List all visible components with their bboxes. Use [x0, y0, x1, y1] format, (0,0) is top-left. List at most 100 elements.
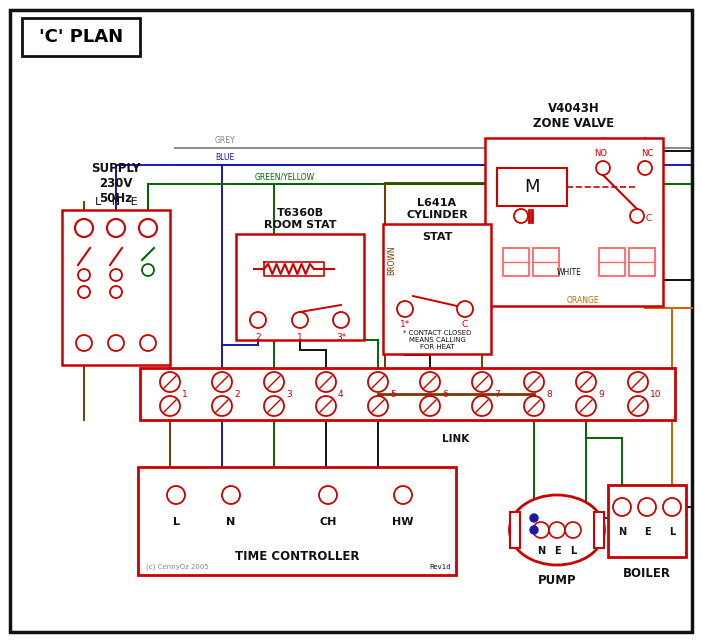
Circle shape	[333, 312, 349, 328]
Circle shape	[472, 372, 492, 392]
Text: 'C' PLAN: 'C' PLAN	[39, 28, 123, 46]
Circle shape	[167, 486, 185, 504]
Circle shape	[368, 396, 388, 416]
Text: ORANGE: ORANGE	[567, 296, 600, 305]
Text: (c) CennyOz 2005: (c) CennyOz 2005	[146, 563, 208, 570]
Bar	[485, 138, 663, 306]
Bar	[236, 234, 364, 340]
Circle shape	[316, 372, 336, 392]
Circle shape	[628, 372, 648, 392]
Circle shape	[596, 161, 610, 175]
Text: PUMP: PUMP	[538, 574, 576, 587]
Bar	[497, 168, 567, 206]
Circle shape	[457, 301, 473, 317]
Text: BROWN: BROWN	[387, 246, 396, 275]
Text: E: E	[554, 546, 560, 556]
Bar	[62, 210, 170, 365]
Circle shape	[628, 396, 648, 416]
Circle shape	[420, 372, 440, 392]
Bar	[599, 248, 625, 276]
Text: N: N	[226, 517, 236, 527]
Text: TIME CONTROLLER: TIME CONTROLLER	[234, 550, 359, 563]
Text: LINK: LINK	[442, 434, 470, 444]
Text: SUPPLY: SUPPLY	[91, 162, 140, 175]
Circle shape	[250, 312, 266, 328]
Text: M: M	[524, 178, 540, 196]
Circle shape	[630, 209, 644, 223]
Circle shape	[524, 396, 544, 416]
Circle shape	[576, 372, 596, 392]
Text: N: N	[618, 527, 626, 537]
Circle shape	[663, 498, 681, 516]
Circle shape	[75, 219, 93, 237]
Text: 5: 5	[390, 390, 396, 399]
Circle shape	[530, 514, 538, 522]
Text: CH: CH	[319, 517, 337, 527]
Bar	[22, 18, 140, 56]
Text: 7: 7	[494, 390, 500, 399]
Ellipse shape	[510, 495, 604, 565]
Text: L641A: L641A	[418, 198, 456, 208]
Text: V4043H
ZONE VALVE: V4043H ZONE VALVE	[534, 102, 614, 130]
Text: CYLINDER: CYLINDER	[406, 210, 468, 220]
Text: 2: 2	[256, 333, 261, 342]
Circle shape	[160, 372, 180, 392]
Text: GREEN/YELLOW: GREEN/YELLOW	[255, 172, 315, 181]
Circle shape	[514, 209, 528, 223]
Circle shape	[638, 498, 656, 516]
Bar	[383, 224, 491, 354]
Circle shape	[140, 335, 156, 351]
Text: GREY: GREY	[215, 136, 236, 145]
Text: ROOM STAT: ROOM STAT	[264, 220, 336, 230]
Circle shape	[397, 301, 413, 317]
Circle shape	[264, 396, 284, 416]
Text: T6360B: T6360B	[277, 208, 324, 218]
Text: 6: 6	[442, 390, 448, 399]
Text: STAT: STAT	[422, 232, 452, 242]
Circle shape	[142, 264, 154, 276]
Text: 3: 3	[286, 390, 292, 399]
Circle shape	[107, 219, 125, 237]
Text: 1*: 1*	[400, 320, 410, 329]
Circle shape	[638, 161, 652, 175]
Circle shape	[76, 335, 92, 351]
Bar	[629, 248, 655, 276]
Circle shape	[78, 269, 90, 281]
Circle shape	[394, 486, 412, 504]
Bar	[138, 467, 456, 575]
Text: Rev1d: Rev1d	[430, 564, 451, 570]
Circle shape	[472, 396, 492, 416]
Circle shape	[78, 286, 90, 298]
Text: NC: NC	[641, 149, 653, 158]
Text: L: L	[173, 517, 180, 527]
Circle shape	[524, 372, 544, 392]
Text: BLUE: BLUE	[215, 153, 234, 162]
Circle shape	[565, 522, 581, 538]
Circle shape	[576, 396, 596, 416]
Text: 4: 4	[338, 390, 343, 399]
Circle shape	[530, 526, 538, 534]
Circle shape	[264, 372, 284, 392]
Text: C: C	[462, 320, 468, 329]
Bar	[594, 512, 604, 548]
Text: E: E	[644, 527, 650, 537]
Circle shape	[292, 312, 308, 328]
Text: L   N   E: L N E	[95, 197, 138, 207]
Text: 50Hz: 50Hz	[100, 192, 133, 205]
Text: 3*: 3*	[336, 333, 346, 342]
Text: L: L	[669, 527, 675, 537]
Bar	[608, 485, 686, 557]
Circle shape	[110, 269, 122, 281]
Circle shape	[139, 219, 157, 237]
Text: C: C	[645, 213, 651, 222]
Circle shape	[160, 396, 180, 416]
Text: HW: HW	[392, 517, 413, 527]
Text: 10: 10	[650, 390, 661, 399]
Circle shape	[533, 522, 549, 538]
Text: 230V: 230V	[99, 177, 133, 190]
Text: L: L	[570, 546, 576, 556]
Bar	[503, 248, 529, 276]
Circle shape	[316, 396, 336, 416]
Text: 9: 9	[598, 390, 604, 399]
Bar	[510, 512, 520, 548]
